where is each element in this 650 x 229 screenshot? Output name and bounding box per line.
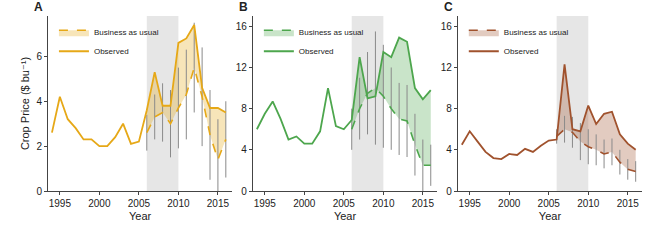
svg-text:16: 16 — [441, 21, 453, 32]
svg-text:0: 0 — [36, 186, 42, 197]
svg-text:16: 16 — [236, 21, 248, 32]
svg-text:1995: 1995 — [49, 198, 72, 209]
svg-text:A: A — [34, 0, 43, 14]
svg-text:4: 4 — [241, 144, 247, 155]
svg-text:2: 2 — [36, 141, 42, 152]
svg-text:2000: 2000 — [498, 198, 521, 209]
svg-text:12: 12 — [441, 62, 453, 73]
svg-text:8: 8 — [446, 103, 452, 114]
svg-text:2005: 2005 — [128, 198, 151, 209]
svg-text:2010: 2010 — [577, 198, 600, 209]
svg-text:1995: 1995 — [254, 198, 277, 209]
svg-text:8: 8 — [241, 103, 247, 114]
svg-text:0: 0 — [446, 186, 452, 197]
svg-text:Business as usual: Business as usual — [94, 28, 159, 37]
svg-text:Year: Year — [129, 210, 152, 222]
svg-text:Year: Year — [539, 210, 562, 222]
svg-text:2015: 2015 — [207, 198, 230, 209]
svg-text:Business as usual: Business as usual — [299, 28, 364, 37]
svg-text:2015: 2015 — [617, 198, 640, 209]
svg-text:2010: 2010 — [372, 198, 395, 209]
svg-text:2005: 2005 — [333, 198, 356, 209]
svg-text:Observed: Observed — [94, 47, 129, 56]
svg-text:2015: 2015 — [412, 198, 435, 209]
svg-text:4: 4 — [36, 96, 42, 107]
svg-text:B: B — [239, 0, 248, 14]
svg-text:C: C — [444, 0, 453, 14]
svg-text:Observed: Observed — [504, 47, 539, 56]
svg-text:2005: 2005 — [538, 198, 561, 209]
svg-text:2000: 2000 — [293, 198, 316, 209]
svg-text:Crop Price ($ bu⁻¹): Crop Price ($ bu⁻¹) — [19, 57, 31, 150]
svg-text:2010: 2010 — [167, 198, 190, 209]
svg-text:4: 4 — [446, 144, 452, 155]
svg-text:Business as usual: Business as usual — [504, 28, 569, 37]
svg-text:6: 6 — [36, 51, 42, 62]
svg-text:Year: Year — [334, 210, 357, 222]
svg-text:2000: 2000 — [88, 198, 111, 209]
svg-text:Observed: Observed — [299, 47, 334, 56]
svg-text:1995: 1995 — [459, 198, 482, 209]
svg-text:0: 0 — [241, 186, 247, 197]
svg-text:12: 12 — [236, 62, 248, 73]
